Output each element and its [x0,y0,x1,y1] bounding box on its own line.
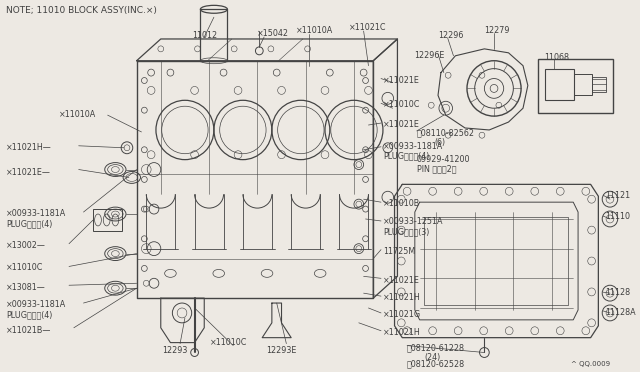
Text: 11012: 11012 [192,31,217,40]
Bar [574,74,591,95]
Text: ×11021C: ×11021C [349,23,387,32]
Bar [93,209,122,231]
Text: ×00933-1181A: ×00933-1181A [6,209,67,218]
Text: ^ QQ.0009: ^ QQ.0009 [572,362,611,368]
Text: (24): (24) [424,353,441,362]
Text: 11725M: 11725M [383,247,415,256]
Text: ×11021H: ×11021H [383,293,420,302]
Bar [538,59,613,113]
Text: 09929-41200: 09929-41200 [417,155,470,164]
Text: PLUGプラグ(4): PLUGプラグ(4) [6,219,52,228]
Bar [545,69,574,100]
Text: 12279: 12279 [484,26,510,35]
Text: 12293: 12293 [163,346,188,355]
Text: ×00933-1251A: ×00933-1251A [383,217,444,226]
Text: ×11010A: ×11010A [60,110,97,119]
Text: 11121: 11121 [605,191,630,200]
Text: PIN ビン（2）: PIN ビン（2） [417,164,456,174]
Text: 11128: 11128 [605,288,630,297]
Text: (6): (6) [434,138,445,147]
Bar [591,77,606,92]
Text: ×11021G: ×11021G [383,310,421,319]
Text: ×13081—: ×13081— [6,283,46,292]
Text: 12293E: 12293E [266,346,297,355]
Text: ⒲08120-61228: ⒲08120-61228 [407,344,465,353]
Text: NOTE; 11010 BLOCK ASSY(INC.×): NOTE; 11010 BLOCK ASSY(INC.×) [6,6,157,15]
Text: PLUGプラグ(4): PLUGプラグ(4) [383,152,429,161]
Text: 11128A: 11128A [605,308,636,317]
Text: ×15042: ×15042 [257,29,289,38]
Text: ×11010C: ×11010C [383,100,420,109]
Text: 11068: 11068 [544,53,569,62]
Text: PLUGプラグ(4): PLUGプラグ(4) [6,310,52,319]
Text: ×11021E—: ×11021E— [6,167,51,177]
Text: ×11021E: ×11021E [383,120,420,129]
Text: ×11021B—: ×11021B— [6,326,52,335]
Text: ×11010B: ×11010B [383,199,420,208]
Text: 12296E: 12296E [414,51,444,60]
Text: ×11021E: ×11021E [383,276,420,285]
Text: ×11010C: ×11010C [6,263,44,272]
Text: ×11010C: ×11010C [210,338,247,347]
Text: 11110: 11110 [605,212,630,221]
Text: ×00933-1181A: ×00933-1181A [383,142,443,151]
Text: ×11021H—: ×11021H— [6,143,52,152]
Text: ⒲08110-82562: ⒲08110-82562 [417,128,475,137]
Text: 12296: 12296 [438,31,463,40]
Text: PLUGプラグ(3): PLUGプラグ(3) [383,227,429,236]
Text: ⒲08120-62528: ⒲08120-62528 [407,359,465,368]
Text: ×11021H: ×11021H [383,328,420,337]
Text: ×11010A: ×11010A [296,26,333,35]
Text: ×13002—: ×13002— [6,241,46,250]
Text: ×00933-1181A: ×00933-1181A [6,300,67,309]
Text: ×11021E: ×11021E [383,76,420,84]
